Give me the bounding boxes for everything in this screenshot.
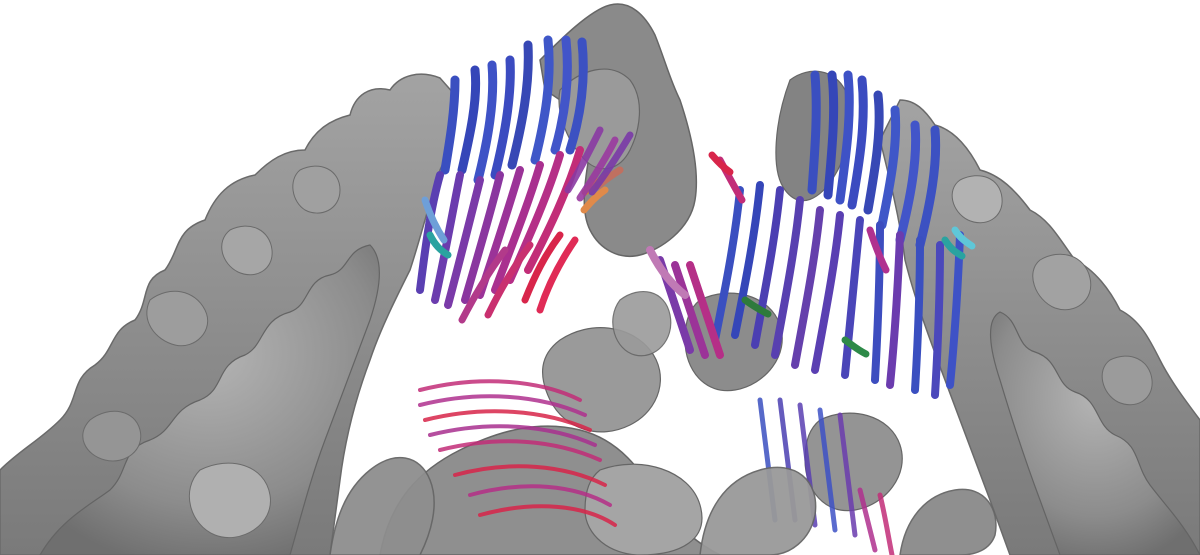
left-cortex	[0, 73, 458, 555]
left-fiber-bundle	[416, 35, 634, 324]
lower-fibers	[418, 379, 895, 555]
foreground-gyri	[329, 291, 997, 555]
right-fiber-bundle	[646, 70, 976, 399]
right-cortex	[879, 99, 1200, 555]
